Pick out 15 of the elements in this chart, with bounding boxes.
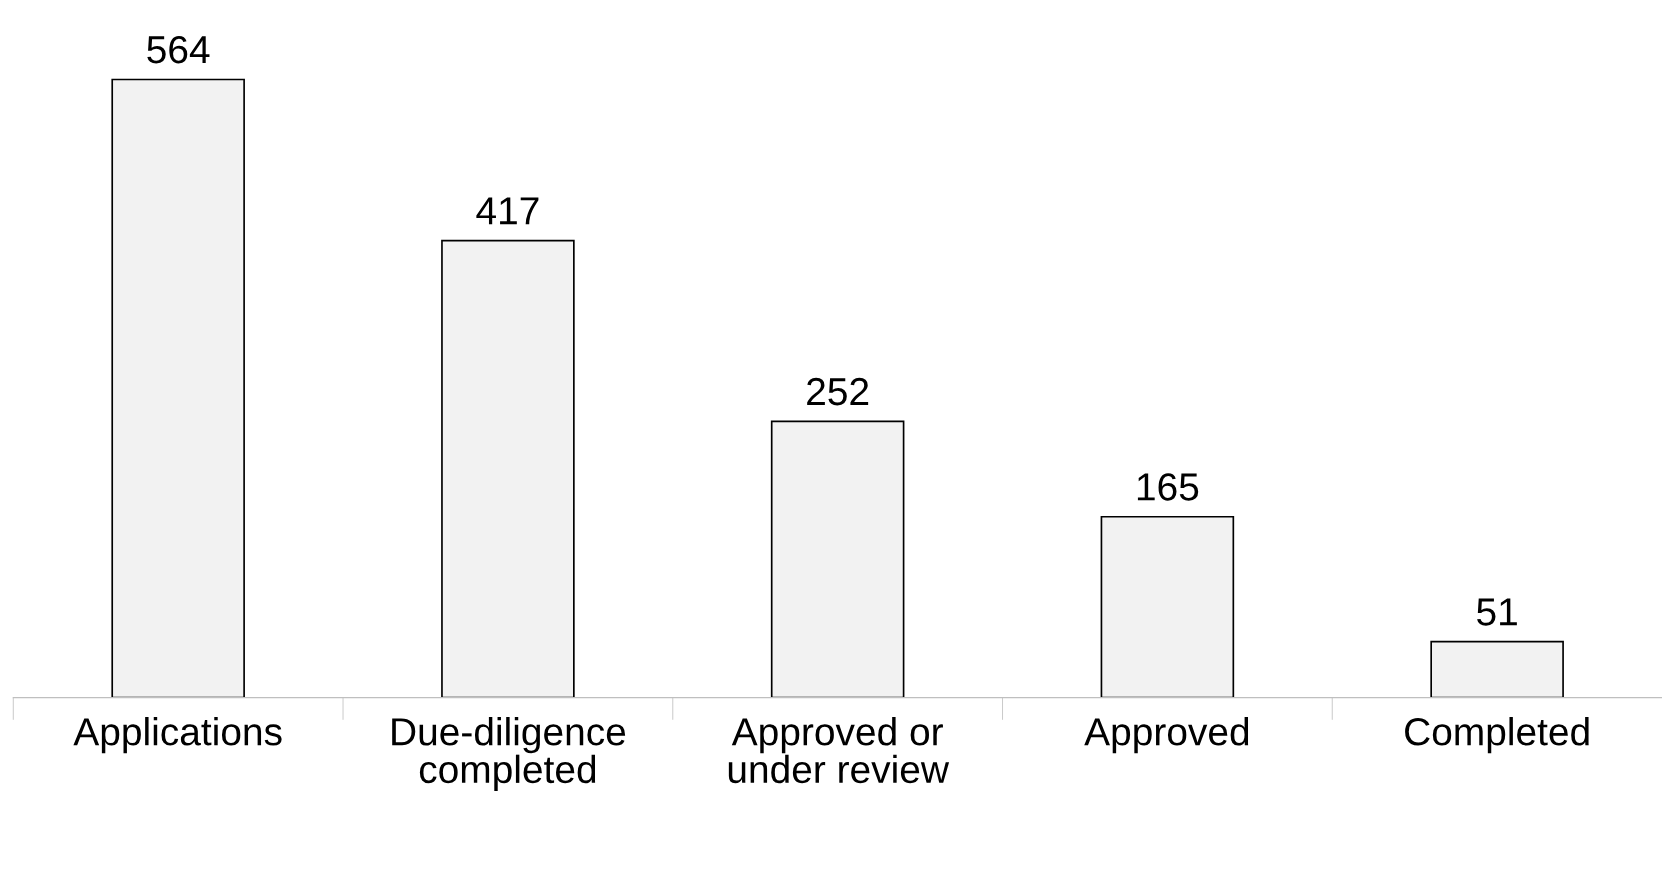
bar [111,78,245,698]
x-tick-label: Approved or under review [728,717,950,784]
data-label: 564 [147,35,210,64]
data-label: 165 [1137,473,1199,501]
data-label: 252 [807,377,869,406]
x-tick-label: Approved [1084,717,1249,754]
data-label: 417 [476,197,539,225]
bar [441,239,575,698]
data-label: 51 [1477,598,1517,626]
x-tick-label: Due-diligence completed [392,717,626,791]
bar [770,420,905,698]
bar [1430,640,1564,698]
x-tick-label: Completed [1405,717,1589,754]
bar [1100,515,1235,698]
x-tick-label: Applications [73,717,282,754]
